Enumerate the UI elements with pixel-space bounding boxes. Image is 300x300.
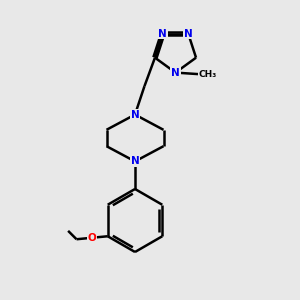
Text: O: O: [88, 233, 97, 243]
Text: N: N: [130, 110, 140, 120]
Text: N: N: [158, 28, 167, 38]
Text: N: N: [130, 156, 140, 167]
Text: CH₃: CH₃: [199, 70, 217, 79]
Text: N: N: [171, 68, 180, 78]
Text: N: N: [184, 28, 193, 38]
